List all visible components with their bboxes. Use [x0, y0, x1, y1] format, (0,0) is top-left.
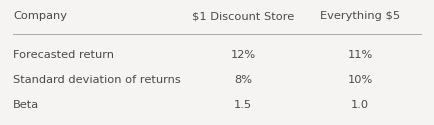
Text: 1.0: 1.0	[351, 100, 369, 110]
Text: Everything $5: Everything $5	[320, 11, 400, 21]
Text: 10%: 10%	[348, 75, 373, 85]
Text: 11%: 11%	[348, 50, 373, 60]
Text: 12%: 12%	[230, 50, 256, 60]
Text: 1.5: 1.5	[234, 100, 252, 110]
Text: Beta: Beta	[13, 100, 39, 110]
Text: Forecasted return: Forecasted return	[13, 50, 114, 60]
Text: Company: Company	[13, 11, 67, 21]
Text: $1 Discount Store: $1 Discount Store	[192, 11, 294, 21]
Text: 8%: 8%	[234, 75, 252, 85]
Text: Standard deviation of returns: Standard deviation of returns	[13, 75, 181, 85]
